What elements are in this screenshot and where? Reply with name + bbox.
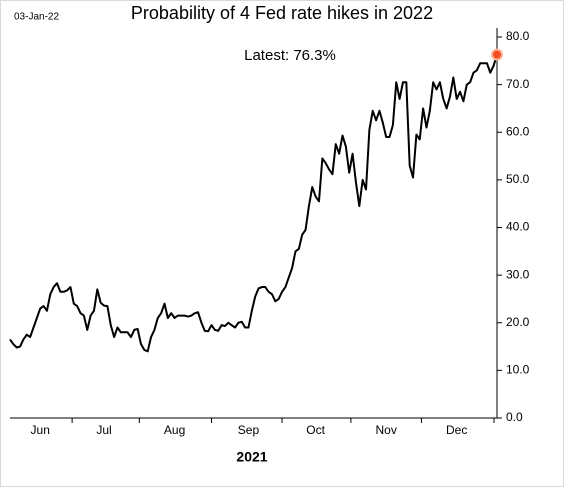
latest-marker <box>491 48 503 61</box>
x-tick-label: Aug <box>164 423 185 437</box>
date-stamp: 03-Jan-22 <box>14 12 59 23</box>
line-series <box>9 54 498 353</box>
y-tick-label: 40.0 <box>506 220 530 234</box>
y-tick-label: 60.0 <box>506 124 530 138</box>
x-tick-label: Nov <box>375 423 396 437</box>
y-tick-label: 70.0 <box>506 77 530 91</box>
annotation: Latest: 76.3% <box>244 47 336 64</box>
x-tick-label: Oct <box>306 423 325 437</box>
x-tick-label: Dec <box>446 423 467 437</box>
y-tick-label: 50.0 <box>506 172 530 186</box>
y-tick-label: 80.0 <box>506 29 530 43</box>
y-tick-label: 20.0 <box>506 315 530 329</box>
x-tick-label: Sep <box>238 423 260 437</box>
x-tick-label: Jun <box>31 423 50 437</box>
y-tick-label: 30.0 <box>506 267 530 281</box>
x-axis-label: 2021 <box>236 449 267 465</box>
y-tick-label: 0.0 <box>506 410 523 424</box>
x-tick-label: Jul <box>96 423 111 437</box>
y-tick-label: 10.0 <box>506 363 530 377</box>
chart-title: Probability of 4 Fed rate hikes in 2022 <box>131 3 433 23</box>
